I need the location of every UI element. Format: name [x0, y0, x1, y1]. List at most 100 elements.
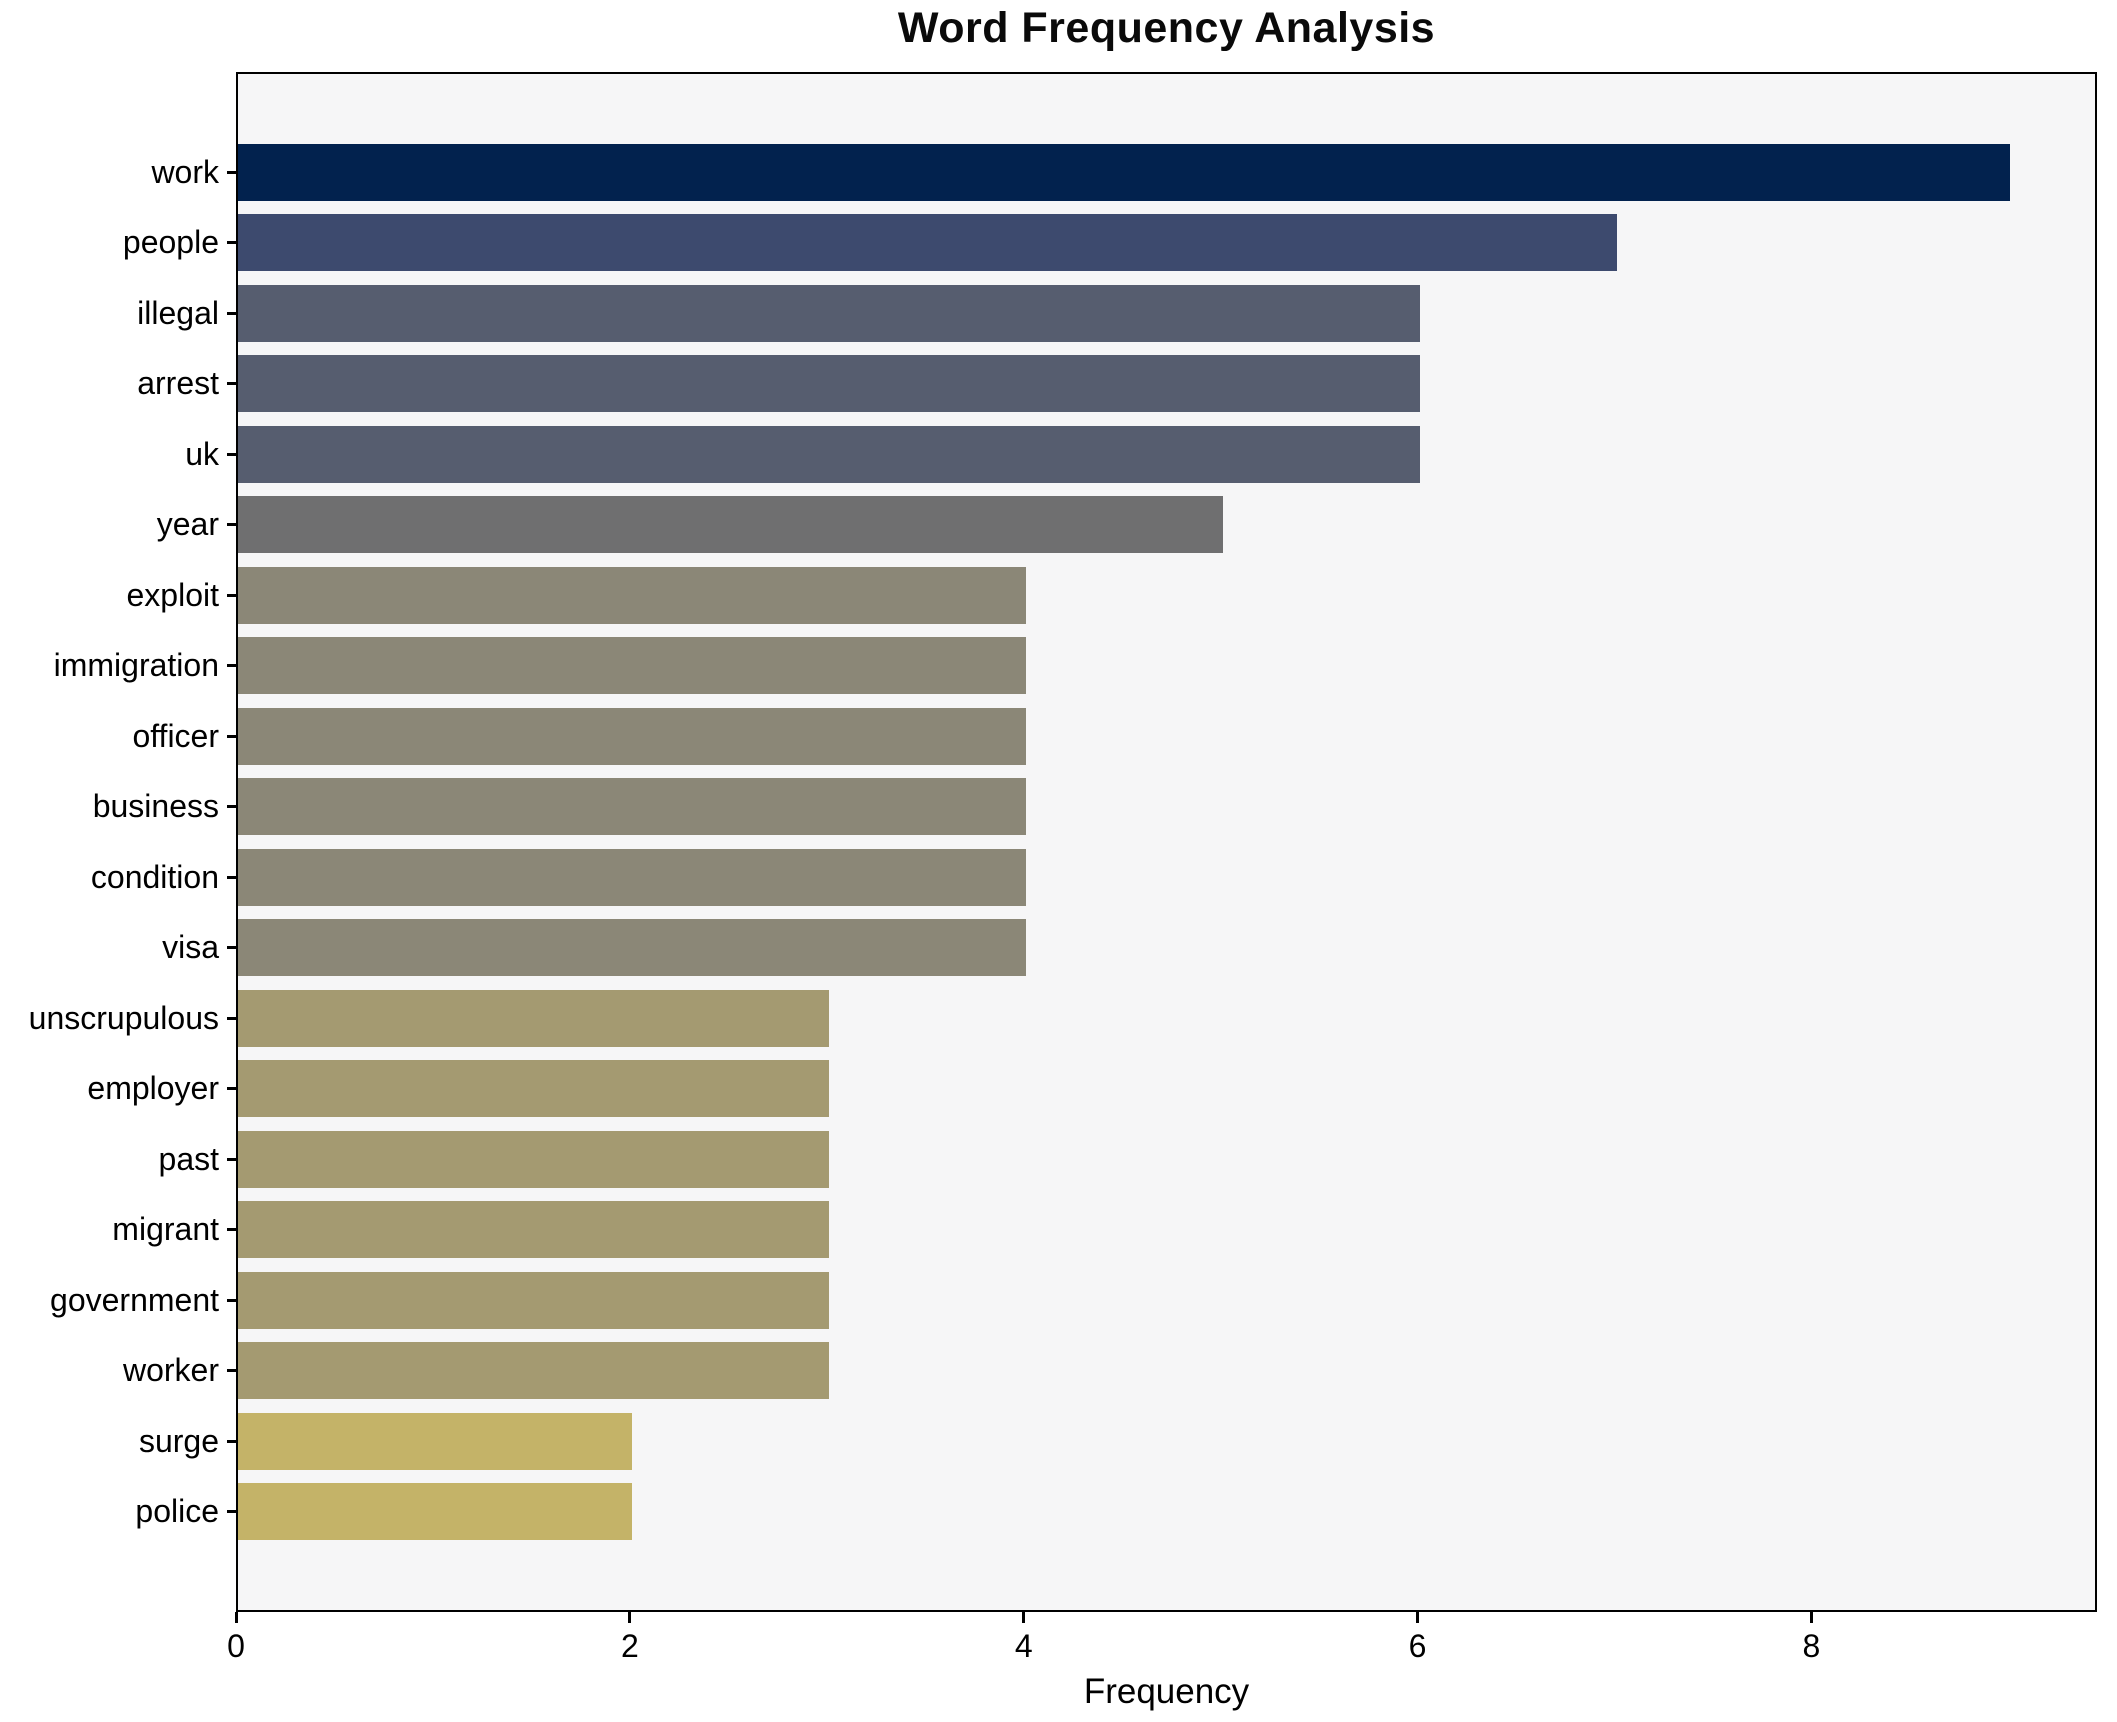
x-tick-mark: [234, 1612, 238, 1623]
bar-unscrupulous: [238, 989, 829, 1047]
bar-illegal: [238, 284, 1420, 342]
bar-row: [238, 419, 2095, 490]
y-tick-label: officer: [132, 717, 219, 754]
y-tick-mark: [227, 382, 236, 386]
bar-row: [238, 1406, 2095, 1477]
bar-surge: [238, 1412, 632, 1470]
y-tick-mark: [227, 946, 236, 950]
y-tick-label: unscrupulous: [28, 999, 219, 1036]
y-label-row: employer: [0, 1054, 236, 1125]
bar-police: [238, 1483, 632, 1541]
y-tick-label: past: [158, 1140, 219, 1177]
y-tick-mark: [227, 875, 236, 879]
y-tick-label: year: [156, 506, 219, 543]
y-label-row: worker: [0, 1336, 236, 1407]
x-axis-label: Frequency: [1083, 1672, 1250, 1711]
y-tick-label: business: [92, 788, 219, 825]
y-tick-mark: [227, 1228, 236, 1232]
y-label-row: visa: [0, 913, 236, 984]
bar-exploit: [238, 566, 1026, 624]
y-tick-label: uk: [185, 435, 219, 472]
bar-business: [238, 778, 1026, 836]
x-axis: 0 2 4 6 8: [227, 1612, 2097, 1682]
y-tick-label: immigration: [53, 647, 219, 684]
bar-row: [238, 137, 2095, 208]
x-tick-mark: [1809, 1612, 1813, 1623]
bar-row: [238, 1336, 2095, 1407]
y-tick-mark: [227, 311, 236, 315]
y-label-row: year: [0, 490, 236, 561]
y-label-row: police: [0, 1477, 236, 1548]
bar-people: [238, 214, 1617, 272]
bar-row: [238, 278, 2095, 349]
plot-area: [236, 72, 2097, 1612]
y-tick-mark: [227, 734, 236, 738]
y-tick-mark: [227, 1298, 236, 1302]
y-label-row: business: [0, 772, 236, 843]
y-tick-mark: [227, 241, 236, 245]
y-tick-label: people: [122, 224, 219, 261]
y-tick-label: exploit: [126, 576, 220, 613]
y-tick-mark: [227, 805, 236, 809]
y-tick-mark: [227, 523, 236, 527]
y-tick-mark: [227, 593, 236, 597]
y-label-row: government: [0, 1265, 236, 1336]
y-label-row: illegal: [0, 278, 236, 349]
bar-row: [238, 1195, 2095, 1266]
bar-row: [238, 983, 2095, 1054]
y-tick-mark: [227, 1157, 236, 1161]
x-tick-label: 8: [1802, 1628, 1821, 1664]
bar-arrest: [238, 355, 1420, 413]
y-tick-mark: [227, 1087, 236, 1091]
bar-row: [238, 1054, 2095, 1125]
x-tick-label: 4: [1014, 1628, 1033, 1664]
chart-title: Word Frequency Analysis: [897, 4, 1436, 52]
x-tick-label: 6: [1408, 1628, 1427, 1664]
bar-past: [238, 1130, 829, 1188]
y-label-row: officer: [0, 701, 236, 772]
bar-work: [238, 143, 2011, 201]
bar-row: [238, 1265, 2095, 1336]
y-label-row: exploit: [0, 560, 236, 631]
y-tick-mark: [227, 170, 236, 174]
y-tick-label: police: [135, 1493, 219, 1530]
bar-migrant: [238, 1201, 829, 1259]
y-tick-mark: [227, 664, 236, 668]
bar-condition: [238, 848, 1026, 906]
bar-row: [238, 208, 2095, 279]
y-tick-label: visa: [162, 929, 219, 966]
bar-row: [238, 631, 2095, 702]
y-label-row: migrant: [0, 1195, 236, 1266]
y-tick-label: work: [151, 153, 219, 190]
bar-row: [238, 842, 2095, 913]
bar-immigration: [238, 637, 1026, 695]
x-tick-mark: [1416, 1612, 1420, 1623]
y-tick-mark: [227, 1016, 236, 1020]
y-tick-label: migrant: [112, 1211, 219, 1248]
bar-employer: [238, 1060, 829, 1118]
bar-row: [238, 772, 2095, 843]
y-tick-label: worker: [122, 1352, 219, 1389]
y-tick-label: employer: [87, 1070, 219, 1107]
y-tick-mark: [227, 1369, 236, 1373]
bar-officer: [238, 707, 1026, 765]
bar-visa: [238, 919, 1026, 977]
y-tick-label: illegal: [137, 294, 219, 331]
y-label-row: people: [0, 208, 236, 279]
y-tick-mark: [227, 1439, 236, 1443]
y-tick-label: condition: [90, 858, 219, 895]
y-label-row: work: [0, 137, 236, 208]
bar-government: [238, 1271, 829, 1329]
bar-worker: [238, 1342, 829, 1400]
y-label-row: arrest: [0, 349, 236, 420]
y-axis-labels: work people illegal arrest uk year exploit immi…: [0, 72, 236, 1612]
x-tick-mark: [628, 1612, 632, 1623]
bar-year: [238, 496, 1223, 554]
y-label-row: condition: [0, 842, 236, 913]
y-label-row: unscrupulous: [0, 983, 236, 1054]
bar-row: [238, 913, 2095, 984]
bar-row: [238, 560, 2095, 631]
x-tick-label: 0: [227, 1628, 245, 1664]
bar-row: [238, 349, 2095, 420]
